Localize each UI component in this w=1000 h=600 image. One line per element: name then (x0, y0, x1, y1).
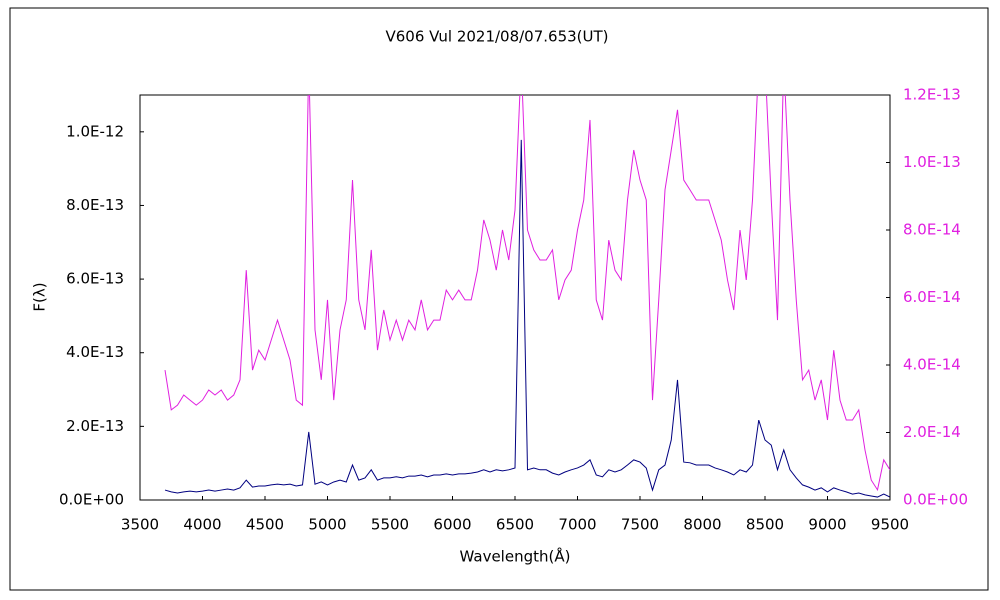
plot-area (139, 94, 891, 501)
plot (164, 95, 890, 498)
x-tick-label: 3500 (121, 516, 159, 534)
y2-tick-label: 1.2E-13 (903, 86, 961, 104)
y2-tick-label: 2.0E-14 (903, 423, 961, 441)
y2-tick-label: 0.0E+00 (903, 491, 968, 509)
x-tick-label: 7000 (558, 516, 596, 534)
x-tick-label: 4500 (246, 516, 284, 534)
x-tick-label: 8500 (746, 516, 784, 534)
y-tick-label: 8.0E-13 (66, 196, 124, 214)
chart-title: V606 Vul 2021/08/07.653(UT) (385, 28, 608, 46)
y2-tick-label: 6.0E-14 (903, 288, 961, 306)
spectrum-line (164, 95, 890, 492)
x-tick-label: 6000 (433, 516, 471, 534)
y2-tick-label: 1.0E-13 (903, 153, 961, 171)
y-tick-label: 1.0E-12 (66, 122, 124, 140)
y-axis-label: F(λ) (31, 282, 49, 311)
x-tick-label: 4000 (183, 516, 221, 534)
x-tick-label: 7500 (621, 516, 659, 534)
spectrum-line (164, 139, 890, 498)
y2-tick-label: 8.0E-14 (903, 221, 961, 239)
x-tick-label: 5500 (371, 516, 409, 534)
y-tick-label: 4.0E-13 (66, 343, 124, 361)
x-tick-label: 8000 (683, 516, 721, 534)
y-tick-label: 0.0E+00 (59, 491, 124, 509)
y-tick-label: 2.0E-13 (66, 417, 124, 435)
x-tick-label: 5000 (308, 516, 346, 534)
x-tick-label: 9000 (808, 516, 846, 534)
y2-tick-label: 4.0E-14 (903, 356, 961, 374)
x-tick-label: 9500 (871, 516, 909, 534)
y-tick-label: 6.0E-13 (66, 270, 124, 288)
x-tick-label: 6500 (496, 516, 534, 534)
x-axis-label: Wavelength(Å) (460, 547, 571, 566)
